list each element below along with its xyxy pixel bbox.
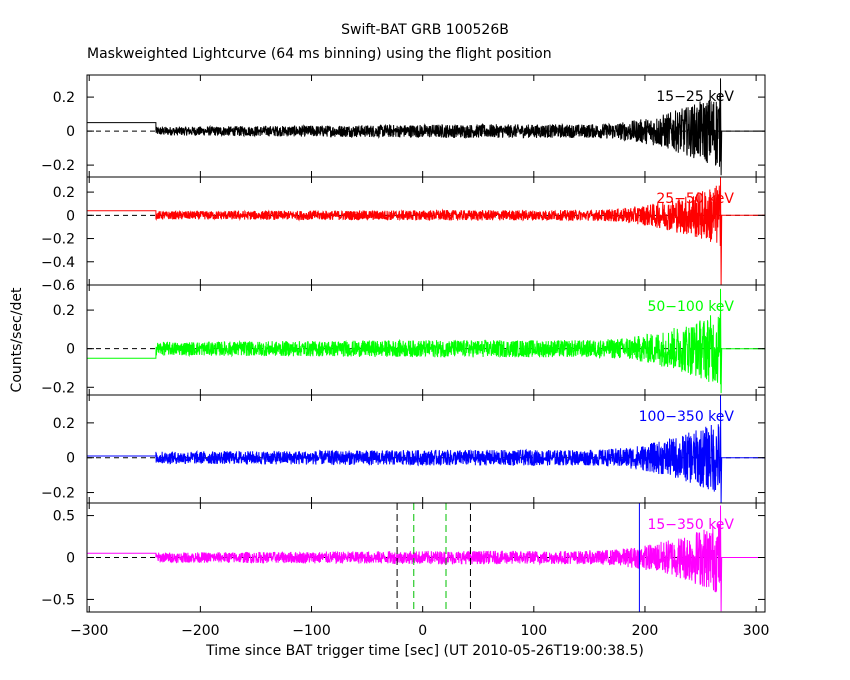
y-tick-label: −0.4 [41, 255, 75, 271]
x-axis-label: Time since BAT trigger time [sec] (UT 20… [205, 643, 644, 659]
y-tick-label: −0.2 [41, 232, 75, 248]
series-line [87, 78, 765, 176]
y-axis-label: Counts/sec/det [9, 287, 25, 392]
y-tick-label: −0.2 [41, 380, 75, 396]
y-tick-label: −0.2 [41, 486, 75, 502]
y-tick-label: 0.2 [53, 185, 75, 201]
x-tick-label: −300 [70, 623, 108, 639]
y-tick-label: 0 [66, 208, 75, 224]
x-tick-label: 200 [632, 623, 659, 639]
band-label: 15−350 keV [647, 517, 734, 533]
panel-4: −0.2 0 0.2 100−350 keV [41, 394, 766, 504]
y-tick-label: 0.2 [53, 90, 75, 106]
x-tick-label: 100 [520, 623, 547, 639]
y-tick-label: 0 [66, 342, 75, 358]
chart-title: Swift-BAT GRB 100526B [341, 22, 509, 38]
series-line [87, 394, 765, 504]
panel-2: −0.6 −0.4 −0.2 0 0.2 25−50 keV [41, 176, 766, 294]
y-tick-label: 0.5 [53, 509, 75, 525]
panel-5: −0.5 0 0.5 15−350 keV [41, 502, 766, 613]
y-tick-label: −0.6 [41, 278, 75, 294]
y-tick-label: 0.2 [53, 303, 75, 319]
y-tick-label: 0 [66, 451, 75, 467]
y-tick-label: 0 [66, 124, 75, 140]
x-tick-label: 300 [743, 623, 770, 639]
chart-subtitle: Maskweighted Lightcurve (64 ms binning) … [87, 46, 552, 62]
series-line [87, 288, 765, 394]
y-tick-label: 0.2 [53, 416, 75, 432]
band-label: 25−50 keV [656, 191, 734, 207]
panels-group: −0.2 0 0.2 15−25 keV −0.6 −0.4 −0.2 0 0.2 25−50 k… [41, 74, 766, 613]
series-line [87, 505, 765, 612]
y-tick-label: −0.2 [41, 158, 75, 174]
y-tick-label: −0.5 [41, 592, 75, 608]
x-tick-label: −100 [292, 623, 330, 639]
x-axis-ticks: −300 −200 −100 0 100 200 300 [70, 623, 769, 639]
panel-3: −0.2 0 0.2 50−100 keV [41, 284, 766, 396]
y-tick-label: 0 [66, 551, 75, 567]
x-tick-label: 0 [418, 623, 427, 639]
x-tick-label: −200 [181, 623, 219, 639]
series-line [87, 176, 765, 286]
band-label: 15−25 keV [656, 89, 734, 105]
panel-1: −0.2 0 0.2 15−25 keV [41, 74, 766, 178]
band-label: 50−100 keV [647, 299, 734, 315]
band-label: 100−350 keV [639, 409, 735, 425]
